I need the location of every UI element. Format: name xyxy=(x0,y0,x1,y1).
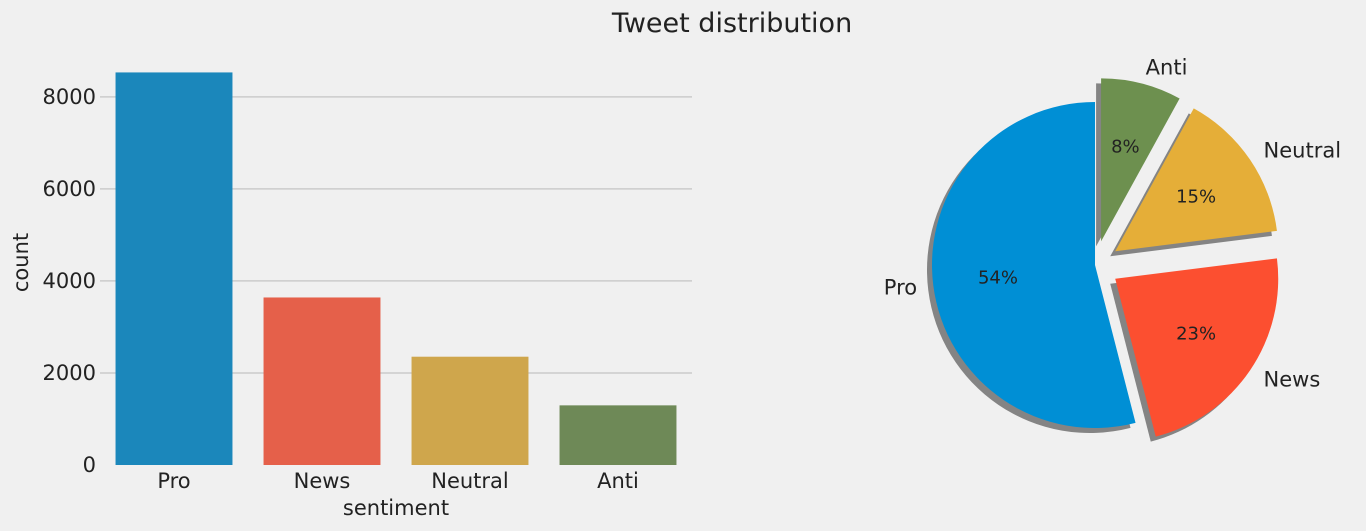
bar-pro xyxy=(115,72,233,465)
pie-slice-news xyxy=(1115,258,1279,437)
x-tick-label: Neutral xyxy=(431,469,509,493)
y-tick-label: 2000 xyxy=(43,361,96,385)
x-tick-label: Anti xyxy=(597,469,639,493)
pie-pct-news: 23% xyxy=(1176,324,1216,345)
pie-label-anti: Anti xyxy=(1146,56,1188,80)
pie-label-pro: Pro xyxy=(884,275,917,299)
y-tick-label: 0 xyxy=(83,453,96,477)
pie-pct-anti: 8% xyxy=(1111,137,1140,158)
x-tick-label: News xyxy=(294,469,351,493)
figure-title: Tweet distribution xyxy=(611,8,852,39)
pie-slice-anti xyxy=(1101,78,1180,242)
y-axis-label: count xyxy=(9,233,33,292)
pie-slice-neutral xyxy=(1115,108,1277,252)
pie-pct-neutral: 15% xyxy=(1176,186,1216,207)
bar-news xyxy=(263,297,381,465)
y-tick-label: 4000 xyxy=(43,269,96,293)
bar-chart-panel: 0 2000 4000 6000 8000 Pro News Neutral Anti senti… xyxy=(9,72,692,520)
pie-slice-pro xyxy=(932,102,1136,428)
pie-pct-pro: 54% xyxy=(978,267,1018,288)
y-tick-label: 8000 xyxy=(43,85,96,109)
pie-label-neutral: Neutral xyxy=(1264,138,1342,162)
bar-neutral xyxy=(411,356,529,465)
y-tick-label: 6000 xyxy=(43,177,96,201)
x-tick-label: Pro xyxy=(157,469,190,493)
pie-label-news: News xyxy=(1264,368,1321,392)
bar-anti xyxy=(559,405,677,465)
x-axis-label: sentiment xyxy=(343,496,449,520)
pie-chart-panel: Pro 54% News 23% Neutral 15% Anti 8% xyxy=(884,56,1341,442)
